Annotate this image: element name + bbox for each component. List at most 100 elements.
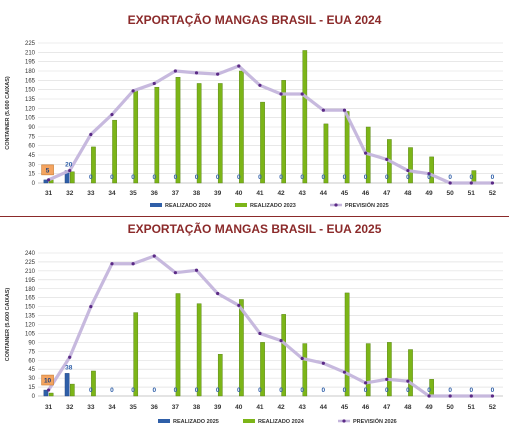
y-tick-label: 120 <box>25 323 36 329</box>
bar-realized-previous <box>175 293 181 397</box>
forecast-point <box>321 108 325 112</box>
data-label-zero: 0 <box>343 174 347 181</box>
data-label-zero: 0 <box>448 387 452 394</box>
y-tick-label: 240 <box>25 251 36 257</box>
bar-realized-previous <box>365 343 371 397</box>
legend-item: REALIZADO 2024 <box>150 203 212 209</box>
legend-swatch <box>243 419 255 423</box>
bar-realized-previous <box>217 354 223 397</box>
data-label-zero: 0 <box>110 174 114 181</box>
data-label-box <box>41 374 54 386</box>
x-tick-label: 46 <box>362 404 370 411</box>
bar-realized-previous <box>91 146 96 184</box>
x-tick-label: 44 <box>320 190 328 197</box>
x-tick-label: 38 <box>193 190 201 197</box>
y-tick-label: 105 <box>25 331 36 337</box>
legend-item: REALIZADO 2025 <box>158 419 219 425</box>
bar-realized-previous <box>154 86 160 184</box>
x-tick-label: 46 <box>362 190 370 197</box>
x-tick-label: 50 <box>447 404 455 411</box>
forecast-point <box>216 291 220 296</box>
y-tick-label: 120 <box>25 106 36 112</box>
data-label-zero: 0 <box>364 387 368 394</box>
legend-marker <box>334 203 338 207</box>
forecast-point <box>279 92 283 96</box>
legend-label: PREVISIÓN 2026 <box>353 417 397 425</box>
bar-realized-previous <box>429 156 434 184</box>
forecast-point <box>342 108 347 112</box>
data-label-zero: 0 <box>152 174 156 181</box>
data-label-zero: 0 <box>131 174 135 181</box>
legend-label: REALIZADO 2025 <box>173 419 219 425</box>
x-tick-label: 51 <box>468 190 476 197</box>
bar-realized-previous <box>239 299 244 397</box>
data-label-box <box>41 164 54 176</box>
forecast-point <box>490 181 495 185</box>
y-tick-label: 225 <box>25 260 36 266</box>
forecast-point <box>448 394 452 398</box>
bar-realized-previous <box>260 101 265 184</box>
bar-realized-previous <box>344 292 350 397</box>
bar-realized-previous <box>112 119 117 184</box>
forecast-point <box>364 151 368 155</box>
data-label-zero: 0 <box>469 174 473 181</box>
x-tick-label: 33 <box>87 190 95 197</box>
data-label-zero: 0 <box>406 174 410 181</box>
x-tick-label: 43 <box>299 404 307 411</box>
bar-realized-previous <box>133 89 139 184</box>
legend-swatch <box>158 419 170 423</box>
bar-realized-previous <box>281 80 286 184</box>
x-tick-label: 36 <box>151 190 159 197</box>
y-tick-label: 90 <box>28 340 35 346</box>
data-label-zero: 0 <box>406 387 410 394</box>
y-tick-label: 195 <box>25 278 36 284</box>
y-tick-label: 0 <box>32 181 36 187</box>
y-tick-label: 60 <box>28 358 35 364</box>
x-tick-label: 35 <box>129 404 137 411</box>
forecast-point <box>89 132 93 137</box>
bar-realized-previous <box>91 370 96 397</box>
y-tick-label: 225 <box>25 41 36 47</box>
y-tick-label: 135 <box>25 314 36 320</box>
bar-realized-previous <box>387 342 392 397</box>
y-tick-label: 135 <box>25 97 36 103</box>
data-label-zero: 0 <box>110 387 114 394</box>
y-tick-label: 165 <box>25 78 36 84</box>
forecast-point <box>89 305 93 309</box>
forecast-point <box>110 112 114 117</box>
data-label-zero: 0 <box>448 174 452 181</box>
x-tick-label: 48 <box>404 404 412 411</box>
y-tick-label: 45 <box>28 153 35 159</box>
bar-realized-previous <box>217 83 223 184</box>
forecast-point <box>427 172 431 176</box>
legend-swatch <box>235 203 247 207</box>
forecast-point <box>237 303 241 308</box>
x-tick-label: 37 <box>172 190 180 197</box>
legend-label: REALIZADO 2023 <box>250 203 296 209</box>
x-tick-label: 48 <box>404 190 412 197</box>
y-tick-label: 45 <box>28 367 35 373</box>
chart-panel-2024: EXPORTAÇÃO MANGAS BRASIL - EUA 2024 0 15 30… <box>0 0 509 214</box>
bar-realized-previous <box>302 50 308 184</box>
data-label-zero: 0 <box>491 387 495 394</box>
data-label-zero: 0 <box>279 387 283 394</box>
x-tick-label: 34 <box>108 404 116 411</box>
forecast-point <box>46 178 51 182</box>
y-tick-label: 15 <box>28 385 35 391</box>
x-tick-label: 52 <box>489 190 497 197</box>
forecast-point <box>342 370 347 374</box>
forecast-point <box>469 394 473 398</box>
y-tick-label: 150 <box>25 305 36 311</box>
bar-realized-previous <box>70 383 75 397</box>
y-tick-label: 30 <box>28 162 35 168</box>
x-tick-label: 43 <box>299 190 307 197</box>
forecast-point <box>152 254 156 258</box>
data-label-zero: 0 <box>427 174 431 181</box>
x-tick-label: 40 <box>235 404 243 411</box>
data-label: 10 <box>44 378 52 385</box>
forecast-point <box>46 388 51 392</box>
y-tick-label: 0 <box>32 394 36 400</box>
x-tick-label: 47 <box>383 190 391 197</box>
forecast-point <box>68 355 72 359</box>
data-label-zero: 0 <box>174 174 178 181</box>
